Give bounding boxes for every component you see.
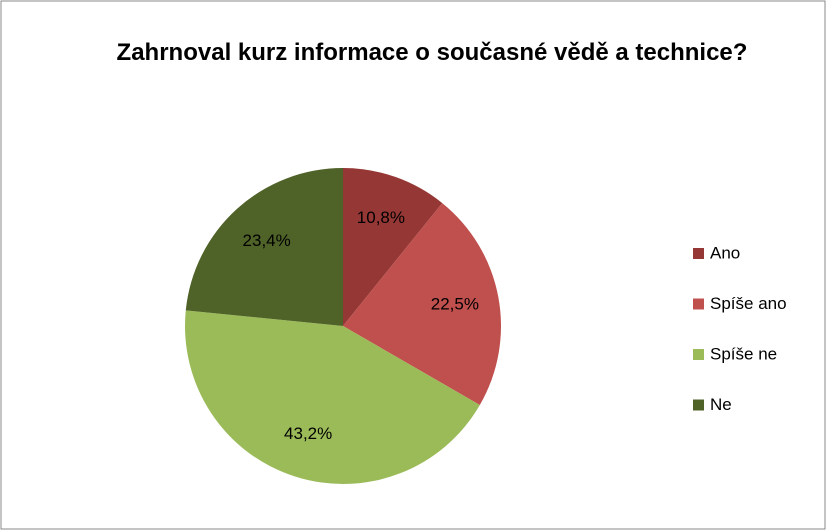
pie-slice <box>343 168 443 326</box>
legend-label: Spíše ne <box>710 344 777 363</box>
pie-slice <box>343 203 501 405</box>
data-label: 10,8% <box>357 208 405 227</box>
legend-label: Ne <box>710 395 732 414</box>
pie-slice <box>185 168 343 326</box>
data-label: 43,2% <box>284 424 332 443</box>
legend-swatch <box>693 399 704 411</box>
pie-slice <box>184 310 480 484</box>
chart-title: Zahrnoval kurz informace o současné vědě… <box>116 39 748 66</box>
data-label: 23,4% <box>243 231 291 250</box>
legend-label: Ano <box>710 243 740 262</box>
legend-label: Spíše ano <box>710 294 787 313</box>
legend-swatch <box>693 298 704 310</box>
legend-swatch <box>693 248 704 259</box>
data-label: 22,5% <box>431 295 479 314</box>
legend-swatch <box>693 349 704 360</box>
